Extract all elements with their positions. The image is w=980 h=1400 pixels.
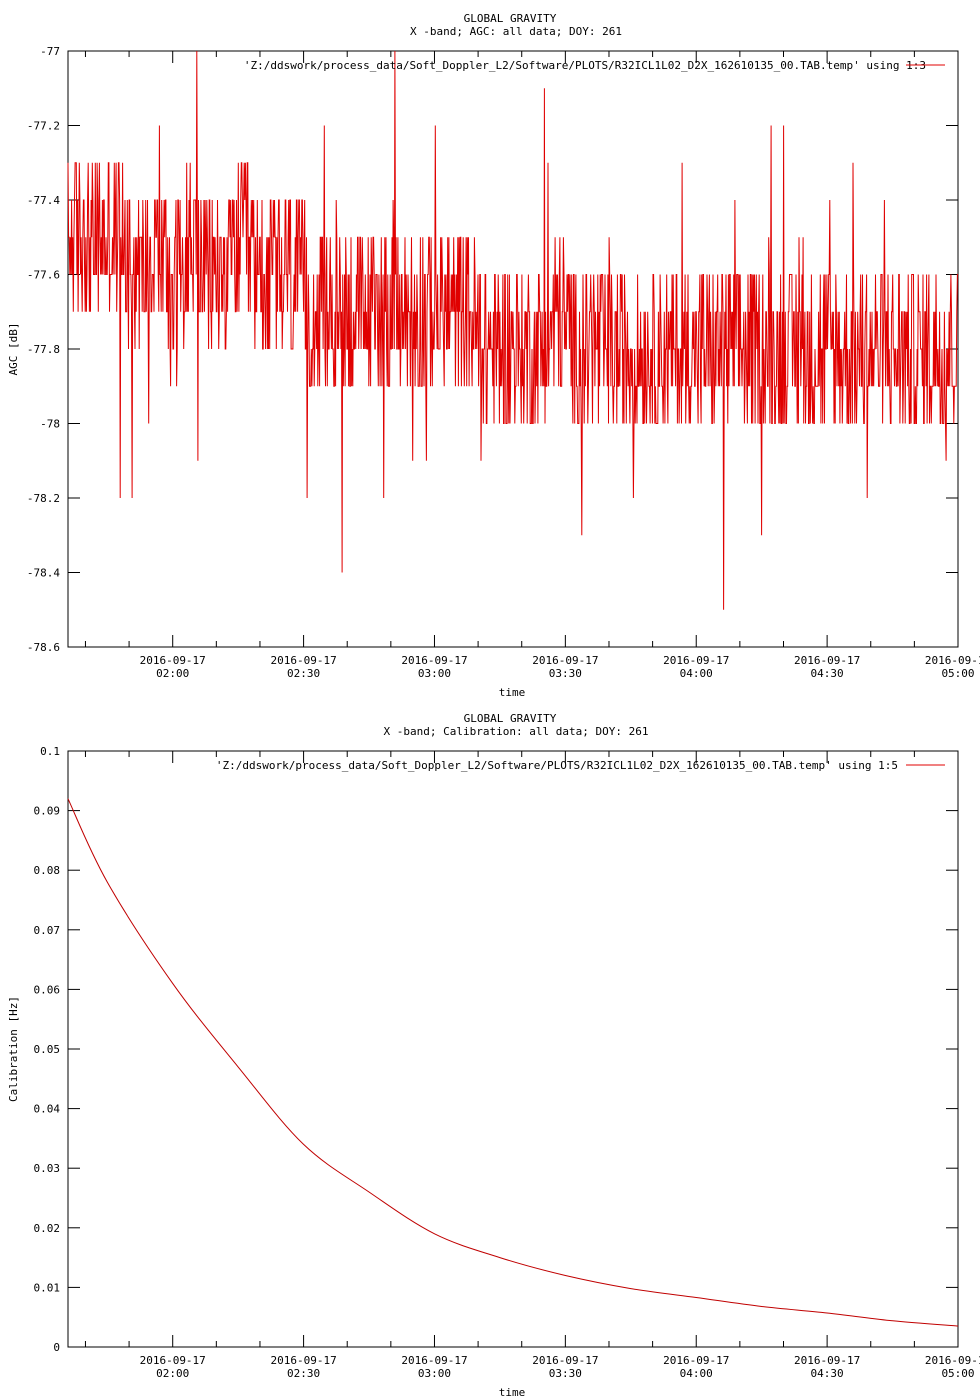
y-tick-label: -77 [40, 45, 60, 58]
y-tick-label: 0.01 [34, 1281, 61, 1294]
x-tick-time: 03:00 [418, 1367, 451, 1380]
agc-series [67, 50, 958, 610]
x-tick-date: 2016-09-17 [532, 1354, 598, 1367]
x-tick-time: 04:30 [811, 1367, 844, 1380]
x-tick-time: 02:00 [156, 667, 189, 680]
x-tick-time: 04:30 [811, 667, 844, 680]
x-tick-date: 2016-09-17 [794, 1354, 860, 1367]
x-tick-time: 02:30 [287, 1367, 320, 1380]
y-axis-label: AGC [dB] [7, 323, 20, 376]
x-axis-label: time [499, 1386, 526, 1399]
plot-frame [67, 750, 959, 1348]
calibration-line [67, 798, 959, 1327]
x-tick-time: 03:00 [418, 667, 451, 680]
y-tick-label: -77.4 [27, 194, 60, 207]
x-tick-date: 2016-09-17 [401, 654, 467, 667]
x-axis-ticks: 2016-09-1702:002016-09-1702:302016-09-17… [84, 51, 980, 680]
x-tick-date: 2016-09-17 [925, 654, 980, 667]
x-tick-date: 2016-09-17 [401, 1354, 467, 1367]
x-tick-time: 03:30 [549, 1367, 582, 1380]
y-tick-label: 0.06 [34, 983, 61, 996]
y-tick-label: 0 [53, 1341, 60, 1354]
x-tick-date: 2016-09-17 [663, 1354, 729, 1367]
x-tick-time: 03:30 [549, 667, 582, 680]
chart-subtitle: X -band; AGC: all data; DOY: 261 [410, 25, 622, 38]
chart-subtitle: X -band; Calibration: all data; DOY: 261 [384, 725, 649, 738]
legend-label: 'Z:/ddswork/process_data/Soft_Doppler_L2… [216, 759, 898, 772]
y-tick-label: -77.2 [27, 120, 60, 133]
y-tick-label: 0.03 [34, 1162, 61, 1175]
y-tick-label: 0.07 [34, 924, 61, 937]
x-tick-date: 2016-09-17 [663, 654, 729, 667]
x-tick-date: 2016-09-17 [270, 1354, 336, 1367]
chart-title: GLOBAL GRAVITY [464, 712, 557, 725]
calibration-chart: GLOBAL GRAVITY X -band; Calibration: all… [7, 712, 980, 1399]
x-tick-time: 04:00 [680, 667, 713, 680]
y-tick-label: 0.02 [34, 1222, 61, 1235]
y-tick-label: -77.6 [27, 269, 60, 282]
x-tick-time: 05:00 [941, 667, 974, 680]
y-tick-label: -78.2 [27, 492, 60, 505]
legend-label: 'Z:/ddswork/process_data/Soft_Doppler_L2… [244, 59, 926, 72]
y-tick-label: -78 [40, 418, 60, 431]
y-tick-label: -78.6 [27, 641, 60, 654]
y-tick-label: 0.09 [34, 805, 61, 818]
y-axis-ticks: 0.1 0.09 0.08 0.07 0.06 0.05 0.04 0.03 0.02 0.01 0 [34, 745, 958, 1354]
calibration-chart-panel: GLOBAL GRAVITY X -band; Calibration: all… [0, 700, 980, 1400]
x-axis-label: time [499, 686, 526, 699]
agc-chart: GLOBAL GRAVITY X -band; AGC: all data; D… [7, 12, 980, 699]
calibration-series [67, 798, 959, 1327]
x-tick-time: 02:30 [287, 667, 320, 680]
x-tick-date: 2016-09-17 [794, 654, 860, 667]
x-tick-date: 2016-09-17 [270, 654, 336, 667]
y-axis-ticks: -77 -77.2 -77.4 -77.6 -77.8 -78 -78.2 -78.4 -78.… [27, 45, 958, 654]
x-tick-date: 2016-09-17 [140, 654, 206, 667]
x-tick-time: 04:00 [680, 1367, 713, 1380]
x-tick-date: 2016-09-17 [532, 654, 598, 667]
x-axis-ticks: 2016-09-1702:002016-09-1702:302016-09-17… [84, 751, 980, 1380]
x-tick-time: 05:00 [941, 1367, 974, 1380]
y-axis-label: Calibration [Hz] [7, 996, 20, 1102]
y-tick-label: 0.1 [40, 745, 60, 758]
x-tick-time: 02:00 [156, 1367, 189, 1380]
agc-line [67, 50, 958, 610]
y-tick-label: 0.05 [34, 1043, 61, 1056]
chart-title: GLOBAL GRAVITY [464, 12, 557, 25]
x-tick-date: 2016-09-17 [140, 1354, 206, 1367]
y-tick-label: -77.8 [27, 343, 60, 356]
y-tick-label: -78.4 [27, 567, 60, 580]
y-tick-label: 0.08 [34, 864, 61, 877]
agc-chart-panel: GLOBAL GRAVITY X -band; AGC: all data; D… [7, 12, 980, 699]
y-tick-label: 0.04 [34, 1103, 61, 1116]
x-tick-date: 2016-09-17 [925, 1354, 980, 1367]
